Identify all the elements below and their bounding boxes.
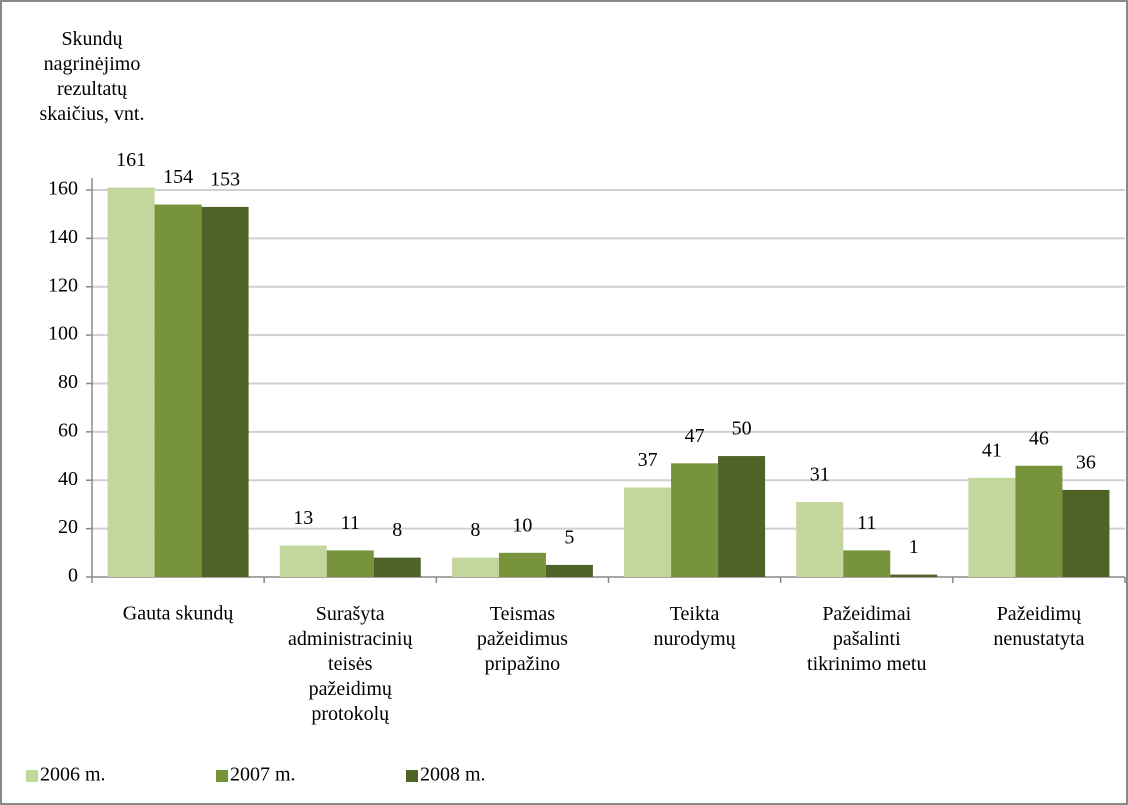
data-label: 8	[392, 519, 402, 541]
y-tick-label: 120	[48, 274, 78, 296]
bar	[279, 545, 327, 577]
bar	[796, 502, 844, 577]
bar	[373, 557, 421, 577]
bar	[624, 487, 672, 577]
y-tick-label: 20	[58, 516, 78, 538]
y-axis-label: Skundų nagrinėjimo rezultatų skaičius, vnt.	[40, 28, 145, 125]
legend-swatch	[406, 770, 418, 782]
bar	[201, 206, 249, 577]
x-tick-label: Teismas pažeidimus pripažino	[477, 603, 568, 675]
data-label: 11	[857, 512, 876, 534]
bar	[545, 564, 593, 577]
data-label: 11	[341, 512, 360, 534]
bar	[1062, 489, 1110, 577]
data-label: 161	[116, 149, 146, 171]
data-label: 46	[1029, 427, 1049, 449]
data-label: 13	[293, 507, 313, 529]
y-tick-label: 80	[58, 371, 78, 393]
x-tick-label: Pažeidimų nenustatyta	[993, 603, 1084, 650]
legend-swatch	[216, 770, 228, 782]
y-tick-label: 60	[58, 419, 78, 441]
bar	[107, 187, 155, 578]
x-tick-label: Pažeidimai pašalinti tikrinimo metu	[807, 603, 926, 675]
bar	[326, 550, 374, 577]
bar	[968, 477, 1016, 577]
bar	[154, 204, 202, 577]
bar	[890, 574, 938, 577]
legend-swatch	[26, 770, 38, 782]
x-tick-label: Gauta skundų	[123, 603, 235, 625]
data-label: 5	[564, 527, 574, 549]
x-tick-label: Teikta nurodymų	[653, 603, 736, 650]
bar	[718, 456, 766, 577]
legend-label: 2008 m.	[420, 764, 486, 786]
data-label: 36	[1076, 452, 1096, 474]
y-tick-label: 160	[48, 178, 78, 200]
data-label: 153	[210, 169, 240, 191]
legend-label: 2006 m.	[40, 764, 106, 786]
y-tick-label: 40	[58, 468, 78, 490]
legend-label: 2007 m.	[230, 764, 296, 786]
bar	[1015, 465, 1063, 577]
data-label: 41	[982, 439, 1002, 461]
bar	[843, 550, 891, 577]
data-label: 37	[638, 449, 658, 471]
data-label: 1	[909, 536, 919, 558]
data-label: 8	[470, 519, 480, 541]
y-tick-label: 100	[48, 323, 78, 345]
data-label: 10	[512, 514, 532, 536]
bar	[498, 552, 546, 577]
x-tick-label: Surašyta administracinių teisės pažeidimų pr…	[288, 603, 413, 725]
y-tick-label: 0	[68, 565, 78, 587]
data-label: 31	[810, 464, 830, 486]
data-label: 154	[163, 166, 193, 188]
bar	[451, 557, 499, 577]
bar	[671, 463, 719, 577]
data-label: 47	[685, 425, 705, 447]
y-tick-label: 140	[48, 226, 78, 248]
data-label: 50	[732, 418, 752, 440]
